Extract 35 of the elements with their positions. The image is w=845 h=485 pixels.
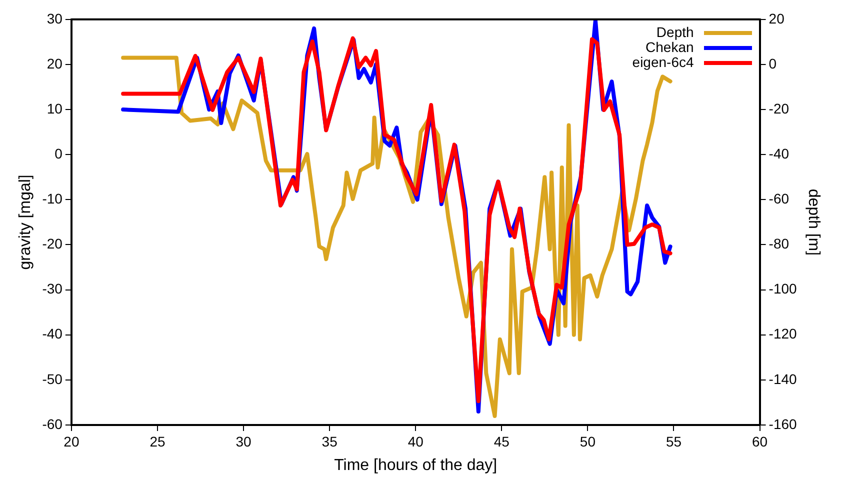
x-tick-label: 20 (64, 433, 80, 450)
y2-tick-label: 0 (768, 55, 777, 72)
y2-tick-label: -20 (768, 100, 790, 116)
y2-tick-label: -40 (768, 145, 790, 162)
y-tick-label: -20 (42, 236, 63, 252)
y2-axis-title: depth [m] (804, 188, 822, 256)
legend-label: Chekan (646, 39, 694, 56)
y-tick-label: 10 (46, 100, 63, 116)
x-tick-label: 40 (408, 433, 424, 450)
legend-label: Depth (656, 24, 694, 40)
y-tick-label: -30 (42, 280, 63, 297)
y-tick-label: -10 (42, 190, 63, 207)
y-tick-label: -50 (42, 370, 63, 387)
y-tick-label: 0 (54, 145, 63, 162)
y2-tick-label: 20 (768, 10, 785, 26)
x-tick-label: 55 (666, 433, 682, 450)
y-tick-label: 30 (46, 10, 63, 26)
y2-tick-label: -160 (768, 416, 798, 432)
legend-label: eigen-6c4 (632, 54, 694, 70)
x-tick-label: 50 (580, 433, 596, 450)
y2-tick-label: -100 (768, 280, 798, 297)
y2-tick-label: -120 (768, 326, 798, 342)
x-tick-label: 45 (494, 433, 510, 450)
y-tick-label: -40 (42, 326, 63, 342)
y2-tick-label: -60 (768, 190, 790, 207)
x-tick-label: 30 (236, 433, 252, 450)
x-axis-title: Time [hours of the day] (334, 456, 498, 474)
x-tick-label: 35 (322, 433, 338, 450)
y-axis-title: gravity [mgal] (17, 174, 34, 270)
x-tick-label: 60 (752, 433, 768, 450)
y-tick-label: -60 (42, 416, 63, 432)
x-tick-label: 25 (150, 433, 166, 450)
y-tick-label: 20 (46, 55, 63, 72)
y2-tick-label: -140 (768, 370, 798, 387)
y2-tick-label: -80 (768, 236, 790, 252)
